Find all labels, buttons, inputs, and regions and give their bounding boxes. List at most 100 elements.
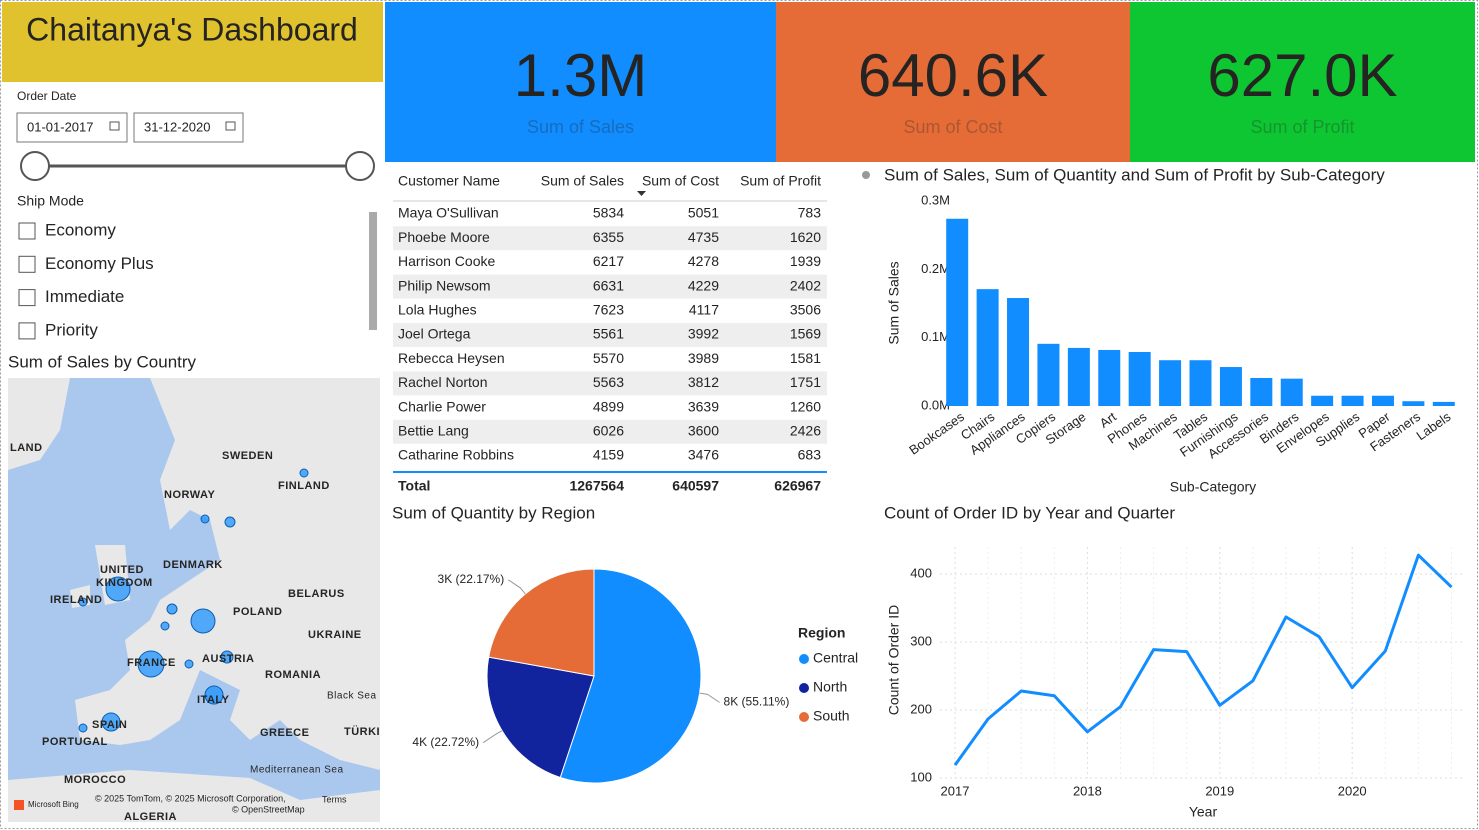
map-label: MOROCCO [64, 774, 126, 786]
slider-handle[interactable] [345, 151, 375, 181]
bar[interactable] [1341, 395, 1364, 406]
table-cell: 783 [798, 205, 822, 221]
kpi-label: Sum of Profit [1250, 117, 1354, 137]
date-input[interactable] [133, 112, 244, 143]
table-header: Sum of Profit [740, 173, 821, 189]
kpi-card [1130, 2, 1475, 162]
checkbox[interactable] [18, 289, 36, 307]
table-cell: 3812 [688, 374, 719, 390]
map-bubble[interactable] [224, 516, 236, 528]
map-bubble[interactable] [220, 650, 234, 664]
legend-label[interactable]: North [813, 679, 847, 695]
land [8, 770, 380, 822]
legend-label[interactable]: South [813, 708, 850, 724]
map-bubble[interactable] [137, 650, 165, 678]
map-bubble[interactable] [101, 712, 121, 732]
option-label: Economy [45, 220, 116, 239]
map-bubble[interactable] [166, 603, 178, 615]
bar[interactable] [976, 289, 999, 406]
pie-slice[interactable] [486, 656, 595, 779]
map-bubble[interactable] [204, 685, 224, 705]
y-tick-label: 100 [910, 769, 932, 784]
checkbox[interactable] [18, 322, 36, 340]
slider-handle[interactable] [20, 151, 50, 181]
table-cell: 3989 [688, 350, 719, 366]
bar[interactable] [1189, 360, 1212, 406]
bar[interactable] [1371, 395, 1394, 406]
map-bubble[interactable] [160, 621, 170, 631]
map-label: UNITED [100, 564, 144, 576]
sort-indicator[interactable] [637, 191, 646, 196]
map-label: LAND [10, 442, 43, 454]
date-input[interactable] [16, 112, 128, 143]
line-series[interactable] [953, 553, 1453, 766]
table-header: Sum of Cost [642, 173, 719, 189]
table-cell: 5563 [593, 374, 624, 390]
x-tick-label: 2019 [1205, 783, 1234, 798]
bar[interactable] [1067, 347, 1090, 406]
x-axis-label: Year [1189, 804, 1218, 820]
map-bubble[interactable] [200, 514, 210, 524]
bar[interactable] [1098, 349, 1121, 406]
table-cell: 1581 [790, 350, 821, 366]
map-label: UKRAINE [308, 629, 362, 641]
table-cell: 5051 [688, 205, 719, 221]
bar[interactable] [1311, 395, 1334, 406]
map-bubble[interactable] [105, 576, 131, 602]
legend-label[interactable]: Central [813, 650, 858, 666]
map-attribution: © 2025 TomTom, © 2025 Microsoft Corporat… [95, 793, 286, 803]
map-label: NORWAY [164, 489, 215, 501]
pie-slice[interactable] [559, 568, 702, 784]
table-header: Customer Name [398, 173, 500, 189]
scrollbar[interactable] [369, 212, 377, 330]
table-cell: Maya O'Sullivan [398, 205, 499, 221]
map-label: Black Sea [327, 691, 377, 702]
y-axis-label: Count of Order ID [886, 605, 902, 716]
table-cell: 7623 [593, 302, 624, 318]
bar[interactable] [1402, 401, 1425, 406]
bar[interactable] [1432, 401, 1455, 406]
y-axis-label: Sum of Sales [886, 261, 902, 344]
checkbox[interactable] [18, 255, 36, 273]
bar[interactable] [1007, 298, 1030, 406]
kpi-value: 640.6K [858, 42, 1048, 109]
kpi-label: Sum of Sales [527, 117, 634, 137]
map-bubble[interactable] [190, 608, 216, 634]
table-cell: Rachel Norton [398, 374, 488, 390]
bar[interactable] [1219, 367, 1242, 406]
title-dot [862, 171, 870, 179]
bar[interactable] [1159, 360, 1182, 406]
bar[interactable] [1128, 352, 1151, 406]
checkbox[interactable] [18, 222, 36, 240]
bar[interactable] [946, 218, 969, 406]
kpi-value: 1.3M [514, 42, 647, 109]
slicer-label: Order Date [17, 89, 77, 103]
map-bubble[interactable] [299, 468, 309, 478]
pie-slice[interactable] [488, 568, 595, 677]
end-date: 31-12-2020 [144, 119, 211, 134]
table-cell: Lola Hughes [398, 302, 477, 318]
table-cell: 4735 [688, 229, 719, 245]
map-attribution: Microsoft Bing [28, 800, 79, 809]
table-total: 1267564 [569, 478, 624, 494]
option-label: Immediate [45, 287, 124, 306]
legend-swatch [799, 654, 809, 664]
bar[interactable] [1280, 378, 1303, 406]
legend-swatch [799, 712, 809, 722]
table-cell: 5570 [593, 350, 624, 366]
table-cell: 1620 [790, 229, 821, 245]
table-total: 626967 [774, 478, 821, 494]
table-cell: 4117 [689, 302, 719, 318]
row-band [393, 274, 827, 299]
bar[interactable] [1037, 343, 1060, 406]
map-bubble[interactable] [78, 597, 88, 607]
map [8, 378, 380, 822]
bar[interactable] [1250, 377, 1273, 406]
map-label: ROMANIA [265, 669, 321, 681]
map-bubble[interactable] [184, 659, 194, 669]
map-title: Sum of Sales by Country [8, 352, 197, 371]
table-cell: 2426 [790, 423, 821, 439]
map-bubble[interactable] [78, 723, 88, 733]
